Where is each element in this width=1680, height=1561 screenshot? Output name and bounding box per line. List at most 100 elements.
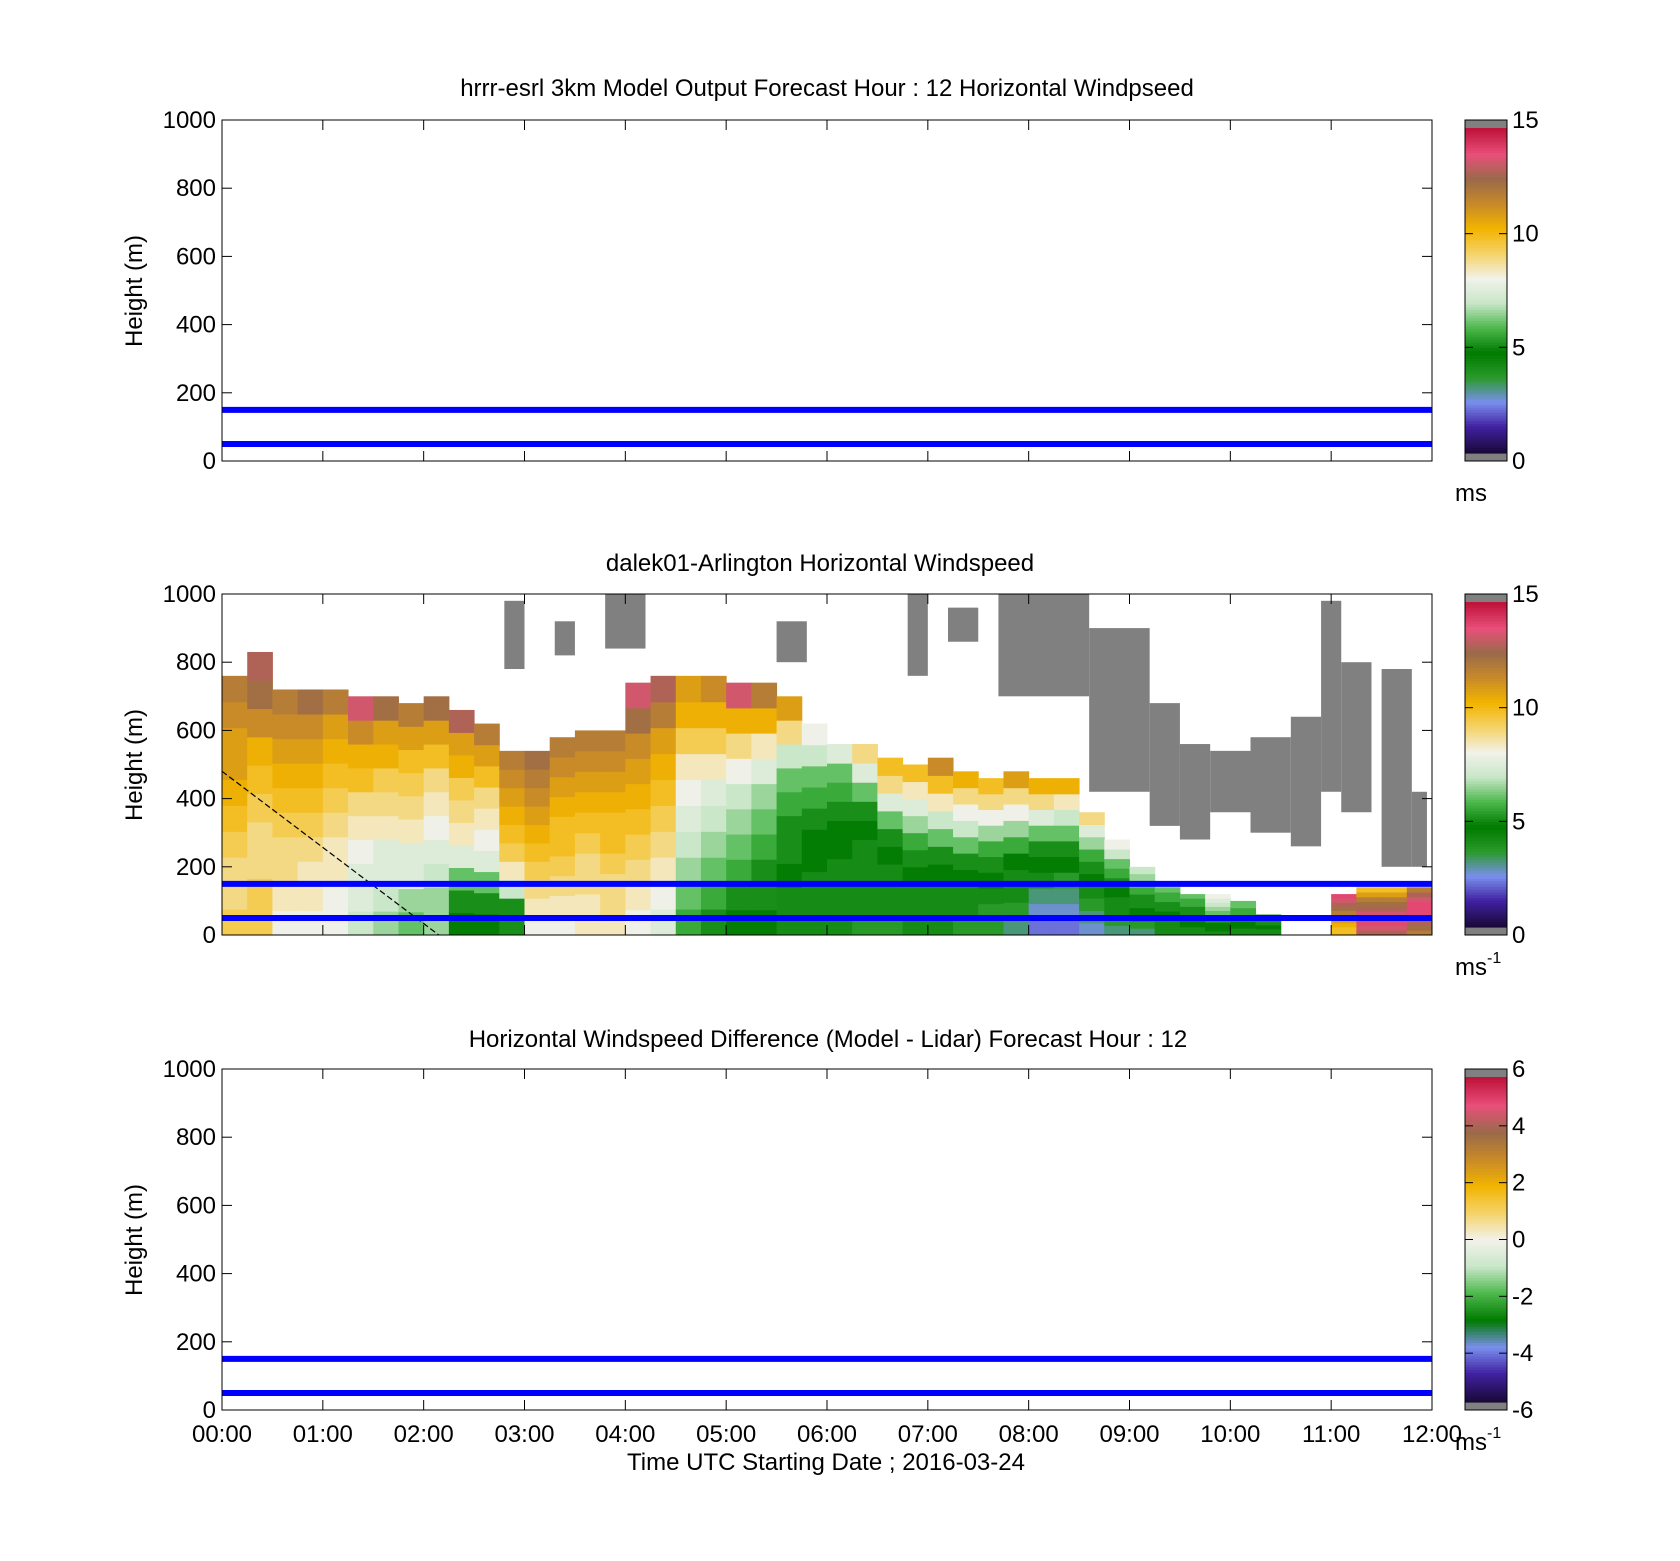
colorbar-swatch <box>1465 905 1507 909</box>
missing-data-cell <box>554 621 575 656</box>
heatmap-cell <box>700 909 727 936</box>
heatmap-cell <box>222 831 248 858</box>
heatmap-cell <box>902 781 929 800</box>
colorbar-swatch <box>1465 193 1507 197</box>
colorbar-swatch <box>1465 1399 1507 1403</box>
colorbar-swatch <box>1465 1318 1507 1322</box>
heatmap-cell <box>373 887 399 912</box>
heatmap-cell <box>700 779 727 806</box>
colorbar-swatch <box>1465 1185 1507 1189</box>
heatmap-cell <box>1406 896 1433 903</box>
colorbar-swatch <box>1465 374 1507 378</box>
colorbar-swatch <box>1465 872 1507 877</box>
heatmap-cell <box>600 832 626 854</box>
heatmap-cell <box>549 836 576 857</box>
heatmap-cell <box>625 783 652 810</box>
heatmap-cell <box>1154 920 1181 926</box>
colorbar-swatch <box>1465 1358 1507 1362</box>
colorbar-swatch <box>1465 268 1507 273</box>
colorbar-swatch <box>1465 1131 1507 1135</box>
heatmap-cell <box>927 810 954 830</box>
colorbar-swatch <box>1465 1182 1507 1186</box>
heatmap-cell <box>1003 918 1030 936</box>
colorbar-swatch <box>1465 1117 1507 1121</box>
colorbar-swatch <box>1465 1282 1507 1287</box>
colorbar-swatch <box>1465 1215 1507 1219</box>
colorbar-swatch <box>1465 176 1507 181</box>
heatmap-cell <box>474 850 500 873</box>
heatmap-cell <box>1129 866 1156 875</box>
y-tick-label: 1000 <box>163 107 216 134</box>
heatmap-cell <box>1356 930 1383 936</box>
x-axis-ticks <box>221 120 1433 461</box>
colorbar-swatch <box>1465 206 1507 210</box>
heatmap-cell <box>801 892 828 915</box>
colorbar-swatch <box>1465 848 1507 852</box>
colorbar-swatch <box>1465 415 1507 419</box>
colorbar-swatch <box>1465 715 1507 720</box>
colorbar-swatch <box>1465 290 1507 294</box>
heatmap-cell <box>272 787 299 813</box>
heatmap-cell <box>1003 836 1030 854</box>
heatmap-cell <box>1356 911 1383 917</box>
heatmap-cell <box>322 836 349 862</box>
heatmap-cell <box>574 791 601 813</box>
colorbar-swatch <box>1465 748 1507 752</box>
colorbar-swatch <box>1465 1179 1507 1184</box>
heatmap-cell <box>600 812 626 834</box>
heatmap-cell <box>398 888 425 913</box>
colorbar-swatch <box>1465 897 1507 901</box>
x-axis-label: Time UTC Starting Date ; 2016-03-24 <box>627 1449 1025 1476</box>
colorbar-swatch <box>1465 404 1507 408</box>
colorbar-swatch <box>1465 824 1507 828</box>
colorbar-swatch <box>1465 225 1507 229</box>
heatmap-cell <box>1205 926 1231 932</box>
heatmap-cell <box>373 720 399 745</box>
colorbar-swatch <box>1465 1334 1507 1338</box>
colorbar-swatch <box>1465 163 1507 167</box>
heatmap-cell <box>247 736 273 766</box>
heatmap-cell <box>524 842 551 862</box>
heatmap-cell <box>448 822 475 846</box>
heatmap-cell <box>1104 887 1130 898</box>
heatmap-cell <box>1003 804 1030 821</box>
heatmap-cell <box>1003 885 1030 903</box>
colorbar-swatch <box>1465 1337 1507 1341</box>
colorbar-swatch <box>1465 1225 1507 1230</box>
colorbar-swatch <box>1465 1155 1507 1159</box>
heatmap-cell <box>675 857 702 884</box>
heatmap-cell <box>852 763 878 783</box>
colorbar-swatch <box>1465 683 1507 687</box>
heatmap-cell <box>902 866 929 885</box>
heatmap-cell <box>978 856 1004 873</box>
heatmap-cell <box>1230 931 1257 936</box>
colorbar-swatch <box>1465 1304 1507 1308</box>
heatmap-cell <box>927 846 954 865</box>
colorbar-swatch <box>1465 266 1507 270</box>
colorbar-swatch <box>1465 1166 1507 1170</box>
colorbar-swatch <box>1465 878 1507 882</box>
colorbar-swatch <box>1465 379 1507 384</box>
heatmap-cell <box>1406 911 1433 917</box>
colorbar-swatch <box>1465 778 1507 782</box>
colorbar-swatch <box>1465 921 1507 925</box>
heatmap-cell <box>877 810 904 830</box>
heatmap-cell <box>1381 901 1408 907</box>
heatmap-cell <box>650 831 677 858</box>
x-tick-label: 03:00 <box>494 1421 554 1448</box>
heatmap-cell <box>1028 856 1055 873</box>
colorbar-swatch <box>1465 360 1507 365</box>
heatmap-cell <box>978 793 1004 811</box>
colorbar-swatch <box>1465 875 1507 879</box>
colorbar-swatch <box>1465 607 1507 611</box>
heatmap-cell <box>1129 907 1156 916</box>
colorbar-swatch <box>1465 420 1507 424</box>
colorbar-swatch <box>1465 190 1507 194</box>
x-tick-label: 11:00 <box>1302 1421 1360 1448</box>
heatmap-cell <box>574 771 601 793</box>
heatmap-cell <box>1230 907 1257 912</box>
y-tick-label: 0 <box>203 922 216 949</box>
colorbar-swatch <box>1465 1228 1507 1232</box>
heatmap-cell <box>1053 887 1080 905</box>
heatmap-cell <box>247 906 273 936</box>
